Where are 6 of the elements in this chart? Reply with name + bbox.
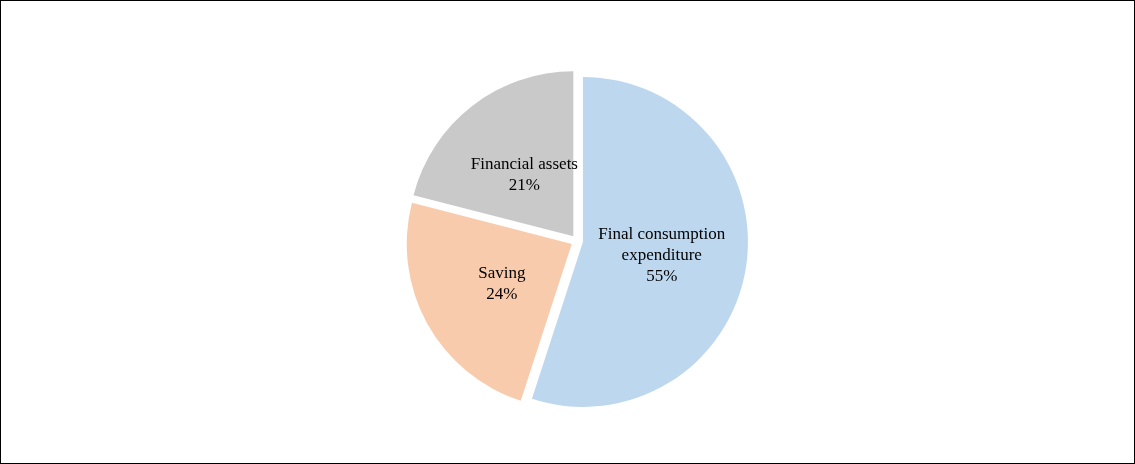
data-label: 21% <box>508 174 540 194</box>
data-label: 55% <box>646 265 678 285</box>
slice-label: Final consumption expenditure <box>598 223 726 264</box>
slice-label: Financial assets <box>470 153 578 173</box>
slice-label: Saving <box>478 262 526 282</box>
data-label: 24% <box>486 283 518 303</box>
